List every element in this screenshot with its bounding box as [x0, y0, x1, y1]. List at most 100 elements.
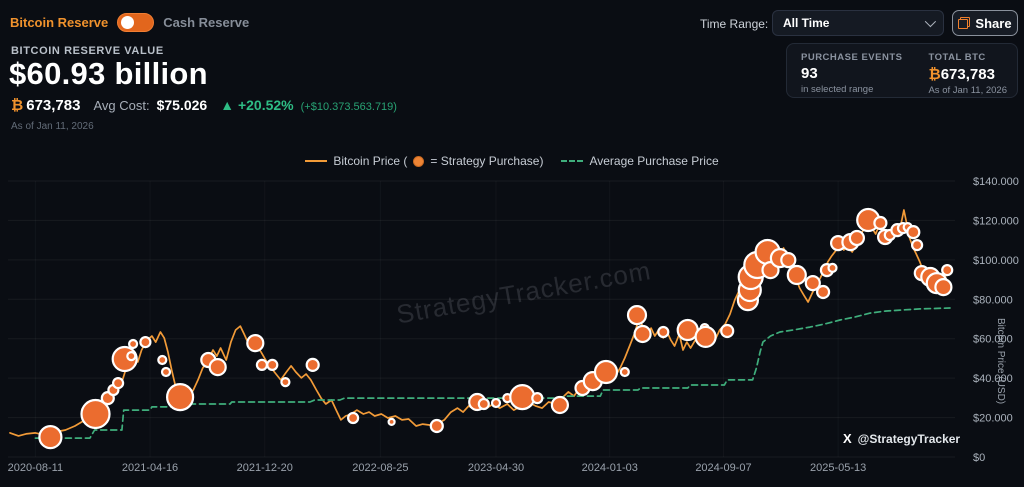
- purchase-bubble[interactable]: [208, 358, 227, 377]
- purchase-bubble[interactable]: [873, 215, 888, 231]
- x-tick-label: 2024-09-07: [695, 462, 751, 474]
- btc-amount: 673,783: [26, 97, 81, 114]
- share-label: Share: [975, 15, 1012, 31]
- x-tick-label: 2023-04-30: [468, 462, 524, 474]
- purchase-bubble[interactable]: [429, 418, 444, 434]
- purchase-bubble[interactable]: [490, 397, 502, 409]
- time-range-dropdown[interactable]: All Time: [772, 10, 944, 36]
- purchase-bubble[interactable]: [934, 278, 953, 297]
- purchase-bubble[interactable]: [910, 239, 924, 252]
- legend-avg-label: Average Purchase Price: [589, 154, 719, 168]
- triangle-up-icon: ▲: [220, 97, 235, 113]
- purchase-bubble[interactable]: [347, 411, 360, 425]
- purchase-bubble[interactable]: [941, 264, 954, 277]
- purchase-bubble[interactable]: [126, 351, 137, 362]
- x-tick-label: 2020-08-11: [8, 462, 63, 474]
- chart-legend: Bitcoin Price ( = Strategy Purchase) Ave…: [0, 154, 1024, 168]
- purchase-bubble[interactable]: [280, 377, 291, 388]
- x-tick-label: 2025-05-13: [810, 462, 866, 474]
- purchase-events-stat: PURCHASE EVENTS 93 in selected range: [801, 52, 902, 97]
- purchase-bubble[interactable]: [633, 324, 652, 344]
- purchase-bubble[interactable]: [815, 284, 831, 300]
- purchase-bubble[interactable]: [593, 359, 619, 385]
- purchase-bubble[interactable]: [477, 397, 490, 411]
- metric-label: BITCOIN RESERVE VALUE: [11, 45, 164, 57]
- purchase-bubble[interactable]: [848, 229, 866, 247]
- price-line-swatch-icon: [305, 160, 328, 162]
- change-absolute: (+$10.373.563.719): [300, 101, 397, 113]
- purchase-bubble[interactable]: [166, 383, 195, 412]
- bitcoin-reserve-label[interactable]: Bitcoin Reserve: [10, 15, 109, 30]
- reserve-value: $60.93 billion: [9, 56, 208, 91]
- reserve-toggle-row: Bitcoin Reserve Cash Reserve: [10, 13, 249, 32]
- purchase-bubble[interactable]: [111, 377, 125, 390]
- btc-icon: ₿: [11, 96, 24, 114]
- purchase-dot-icon: [413, 155, 425, 167]
- avg-cost-value: $75.026: [156, 97, 208, 113]
- y-tick-label: $20.000: [973, 413, 1013, 425]
- purchase-bubble[interactable]: [786, 264, 807, 286]
- purchase-bubble[interactable]: [804, 275, 821, 292]
- purchase-bubble[interactable]: [387, 417, 396, 426]
- time-range-value: All Time: [783, 16, 830, 30]
- legend-price-close: = Strategy Purchase): [430, 154, 544, 168]
- metrics-row: ₿ 673,783 Avg Cost: $75.026 ▲ +20.52% (+$…: [11, 96, 397, 114]
- y-tick-label: $140.000: [973, 176, 1019, 188]
- purchase-bubble[interactable]: [266, 358, 279, 371]
- purchase-bubble[interactable]: [509, 384, 536, 411]
- purchase-bubble[interactable]: [80, 398, 111, 430]
- stats-card: PURCHASE EVENTS 93 in selected range TOT…: [786, 43, 1018, 98]
- purchase-bubble[interactable]: [619, 366, 630, 378]
- total-btc-stat: TOTAL BTC ₿673,783 As of Jan 11, 2026: [928, 52, 1007, 97]
- share-button[interactable]: Share: [952, 10, 1018, 36]
- x-tick-label: 2022-08-25: [352, 462, 408, 474]
- copy-icon: [958, 17, 971, 29]
- purchase-bubble[interactable]: [157, 354, 168, 366]
- purchase-bubble[interactable]: [550, 395, 570, 415]
- toggle-knob-icon: [121, 16, 135, 29]
- x-tick-label: 2021-04-16: [122, 462, 178, 474]
- purchase-bubble[interactable]: [780, 252, 797, 269]
- y-axis-title: Bitcoin Price (USD): [995, 318, 1006, 405]
- purchase-events-value: 93: [801, 65, 818, 82]
- purchase-events-sub: in selected range: [801, 84, 874, 95]
- y-tick-label: $80.000: [973, 294, 1013, 306]
- avg-line-swatch-icon: [561, 160, 584, 162]
- purchase-events-label: PURCHASE EVENTS: [801, 52, 903, 63]
- btc-icon: ₿: [928, 65, 941, 83]
- purchase-bubble[interactable]: [694, 325, 717, 348]
- legend-price-open: Bitcoin Price (: [333, 154, 408, 168]
- change-percent: ▲ +20.52%: [220, 97, 294, 113]
- time-range-label: Time Range:: [700, 17, 769, 31]
- y-tick-label: $120.000: [973, 215, 1019, 227]
- as-of-date: As of Jan 11, 2026: [11, 121, 94, 132]
- reserve-toggle[interactable]: [117, 13, 155, 32]
- y-tick-label: $0: [973, 452, 985, 464]
- y-tick-label: $100.000: [973, 255, 1019, 267]
- purchase-bubble[interactable]: [255, 358, 268, 371]
- purchase-bubble[interactable]: [246, 334, 265, 353]
- cash-reserve-label[interactable]: Cash Reserve: [163, 15, 250, 30]
- purchase-bubble[interactable]: [38, 425, 63, 450]
- purchase-bubble[interactable]: [906, 225, 921, 240]
- purchase-bubble[interactable]: [305, 357, 320, 372]
- purchase-bubble[interactable]: [139, 336, 152, 349]
- x-tick-label: 2024-01-03: [582, 462, 638, 474]
- purchase-bubble[interactable]: [531, 392, 544, 405]
- y-tick-label: $60.000: [973, 334, 1013, 346]
- x-handle-text: @StrategyTracker: [857, 431, 961, 446]
- avg-cost-label: Avg Cost:: [93, 98, 150, 113]
- x-logo-icon: X: [843, 431, 852, 446]
- x-tick-label: 2021-12-20: [237, 462, 293, 474]
- purchase-bubble[interactable]: [657, 325, 670, 339]
- chevron-down-icon: [924, 15, 937, 28]
- total-btc-value: ₿673,783: [928, 65, 995, 83]
- social-handle[interactable]: X @StrategyTracker: [843, 431, 960, 446]
- purchase-bubble[interactable]: [626, 305, 648, 326]
- purchase-bubble[interactable]: [827, 262, 838, 273]
- purchase-bubble[interactable]: [720, 323, 735, 339]
- y-tick-label: $40.000: [973, 373, 1013, 385]
- purchase-bubble[interactable]: [160, 366, 172, 378]
- purchase-bubble[interactable]: [128, 338, 139, 350]
